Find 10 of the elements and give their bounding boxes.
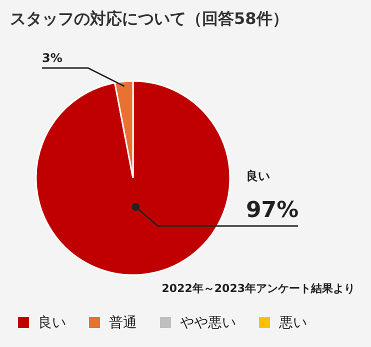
data-label: 3% — [42, 51, 62, 65]
legend-label: 悪い — [278, 315, 307, 331]
chart-title: スタッフの対応について（回答58件） — [10, 9, 288, 28]
text: 2022年～2023年アンケート結果より — [162, 282, 355, 295]
legend-label: 普通 — [109, 314, 137, 331]
pie-slice — [35, 80, 231, 276]
legend-label: 良い — [38, 315, 66, 331]
slice-label: 良い — [246, 168, 270, 183]
data-label: 97% — [246, 198, 299, 223]
legend-label: やや悪い — [180, 315, 236, 331]
